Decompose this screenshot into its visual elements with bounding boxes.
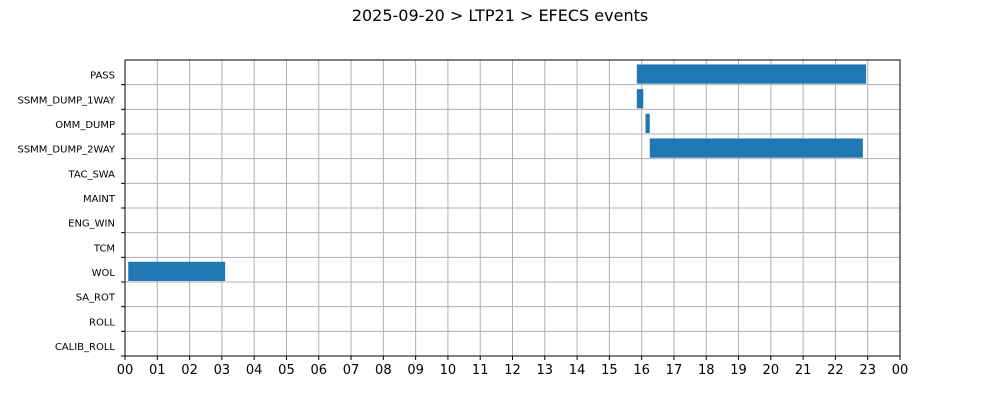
x-tick-label: 07 bbox=[343, 363, 360, 378]
y-tick-label: CALIB_ROLL bbox=[55, 342, 116, 353]
x-tick-label: 10 bbox=[440, 363, 457, 378]
x-tick-label: 12 bbox=[504, 363, 521, 378]
x-tick-label: 01 bbox=[149, 363, 166, 378]
x-tick-label: 17 bbox=[666, 363, 683, 378]
y-tick-label: MAINT bbox=[83, 194, 116, 205]
grid-layer bbox=[124, 60, 901, 356]
x-tick-label: 06 bbox=[310, 363, 327, 378]
x-tick-label: 16 bbox=[633, 363, 650, 378]
chart-title: 2025-09-20 > LTP21 > EFECS events bbox=[351, 6, 649, 25]
x-tick-label: 18 bbox=[698, 363, 715, 378]
y-tick-label: SSMM_DUMP_2WAY bbox=[17, 145, 115, 156]
x-tick-label: 03 bbox=[214, 363, 231, 378]
x-tick-label: 04 bbox=[246, 363, 263, 378]
y-axis: PASS SSMM_DUMP_1WAY OMM_DUMP SSMM_DUMP_2WAY… bbox=[17, 71, 125, 357]
x-tick-label: 20 bbox=[763, 363, 780, 378]
x-tick-label: 09 bbox=[407, 363, 424, 378]
x-tick-label: 11 bbox=[472, 363, 489, 378]
y-tick-label: ROLL bbox=[89, 317, 115, 328]
x-tick-label: 22 bbox=[827, 363, 844, 378]
event-bar bbox=[128, 261, 226, 282]
y-tick-label: TCM bbox=[93, 243, 115, 254]
x-tick-label: 14 bbox=[569, 363, 586, 378]
event-bar bbox=[636, 89, 644, 109]
event-bar bbox=[645, 113, 650, 134]
y-tick-label: OMM_DUMP bbox=[55, 120, 115, 131]
y-tick-label: ENG_WIN bbox=[68, 219, 115, 230]
x-axis: 00 01 02 03 04 05 06 07 08 09 10 11 12 13 14 15 16 17 18 19… bbox=[117, 356, 909, 378]
x-tick-label: 19 bbox=[730, 363, 747, 378]
x-tick-label: 02 bbox=[181, 363, 198, 378]
y-tick-label: TAC_SWA bbox=[67, 169, 115, 180]
x-tick-label: 15 bbox=[601, 363, 618, 378]
x-tick-label: 21 bbox=[795, 363, 812, 378]
y-tick-label: SA_ROT bbox=[76, 293, 116, 304]
y-tick-label: WOL bbox=[92, 268, 116, 279]
y-tick-label: PASS bbox=[90, 71, 115, 82]
x-tick-label: 05 bbox=[278, 363, 295, 378]
x-tick-label: 13 bbox=[537, 363, 554, 378]
y-tick-label: SSMM_DUMP_1WAY bbox=[17, 95, 115, 106]
x-tick-label: 08 bbox=[375, 363, 392, 378]
event-bar bbox=[636, 64, 867, 84]
x-tick-label: 23 bbox=[859, 363, 876, 378]
event-bar bbox=[649, 138, 863, 158]
bars-layer bbox=[128, 64, 867, 282]
x-tick-label: 00 bbox=[117, 363, 134, 378]
x-tick-label: 00 bbox=[892, 363, 909, 378]
